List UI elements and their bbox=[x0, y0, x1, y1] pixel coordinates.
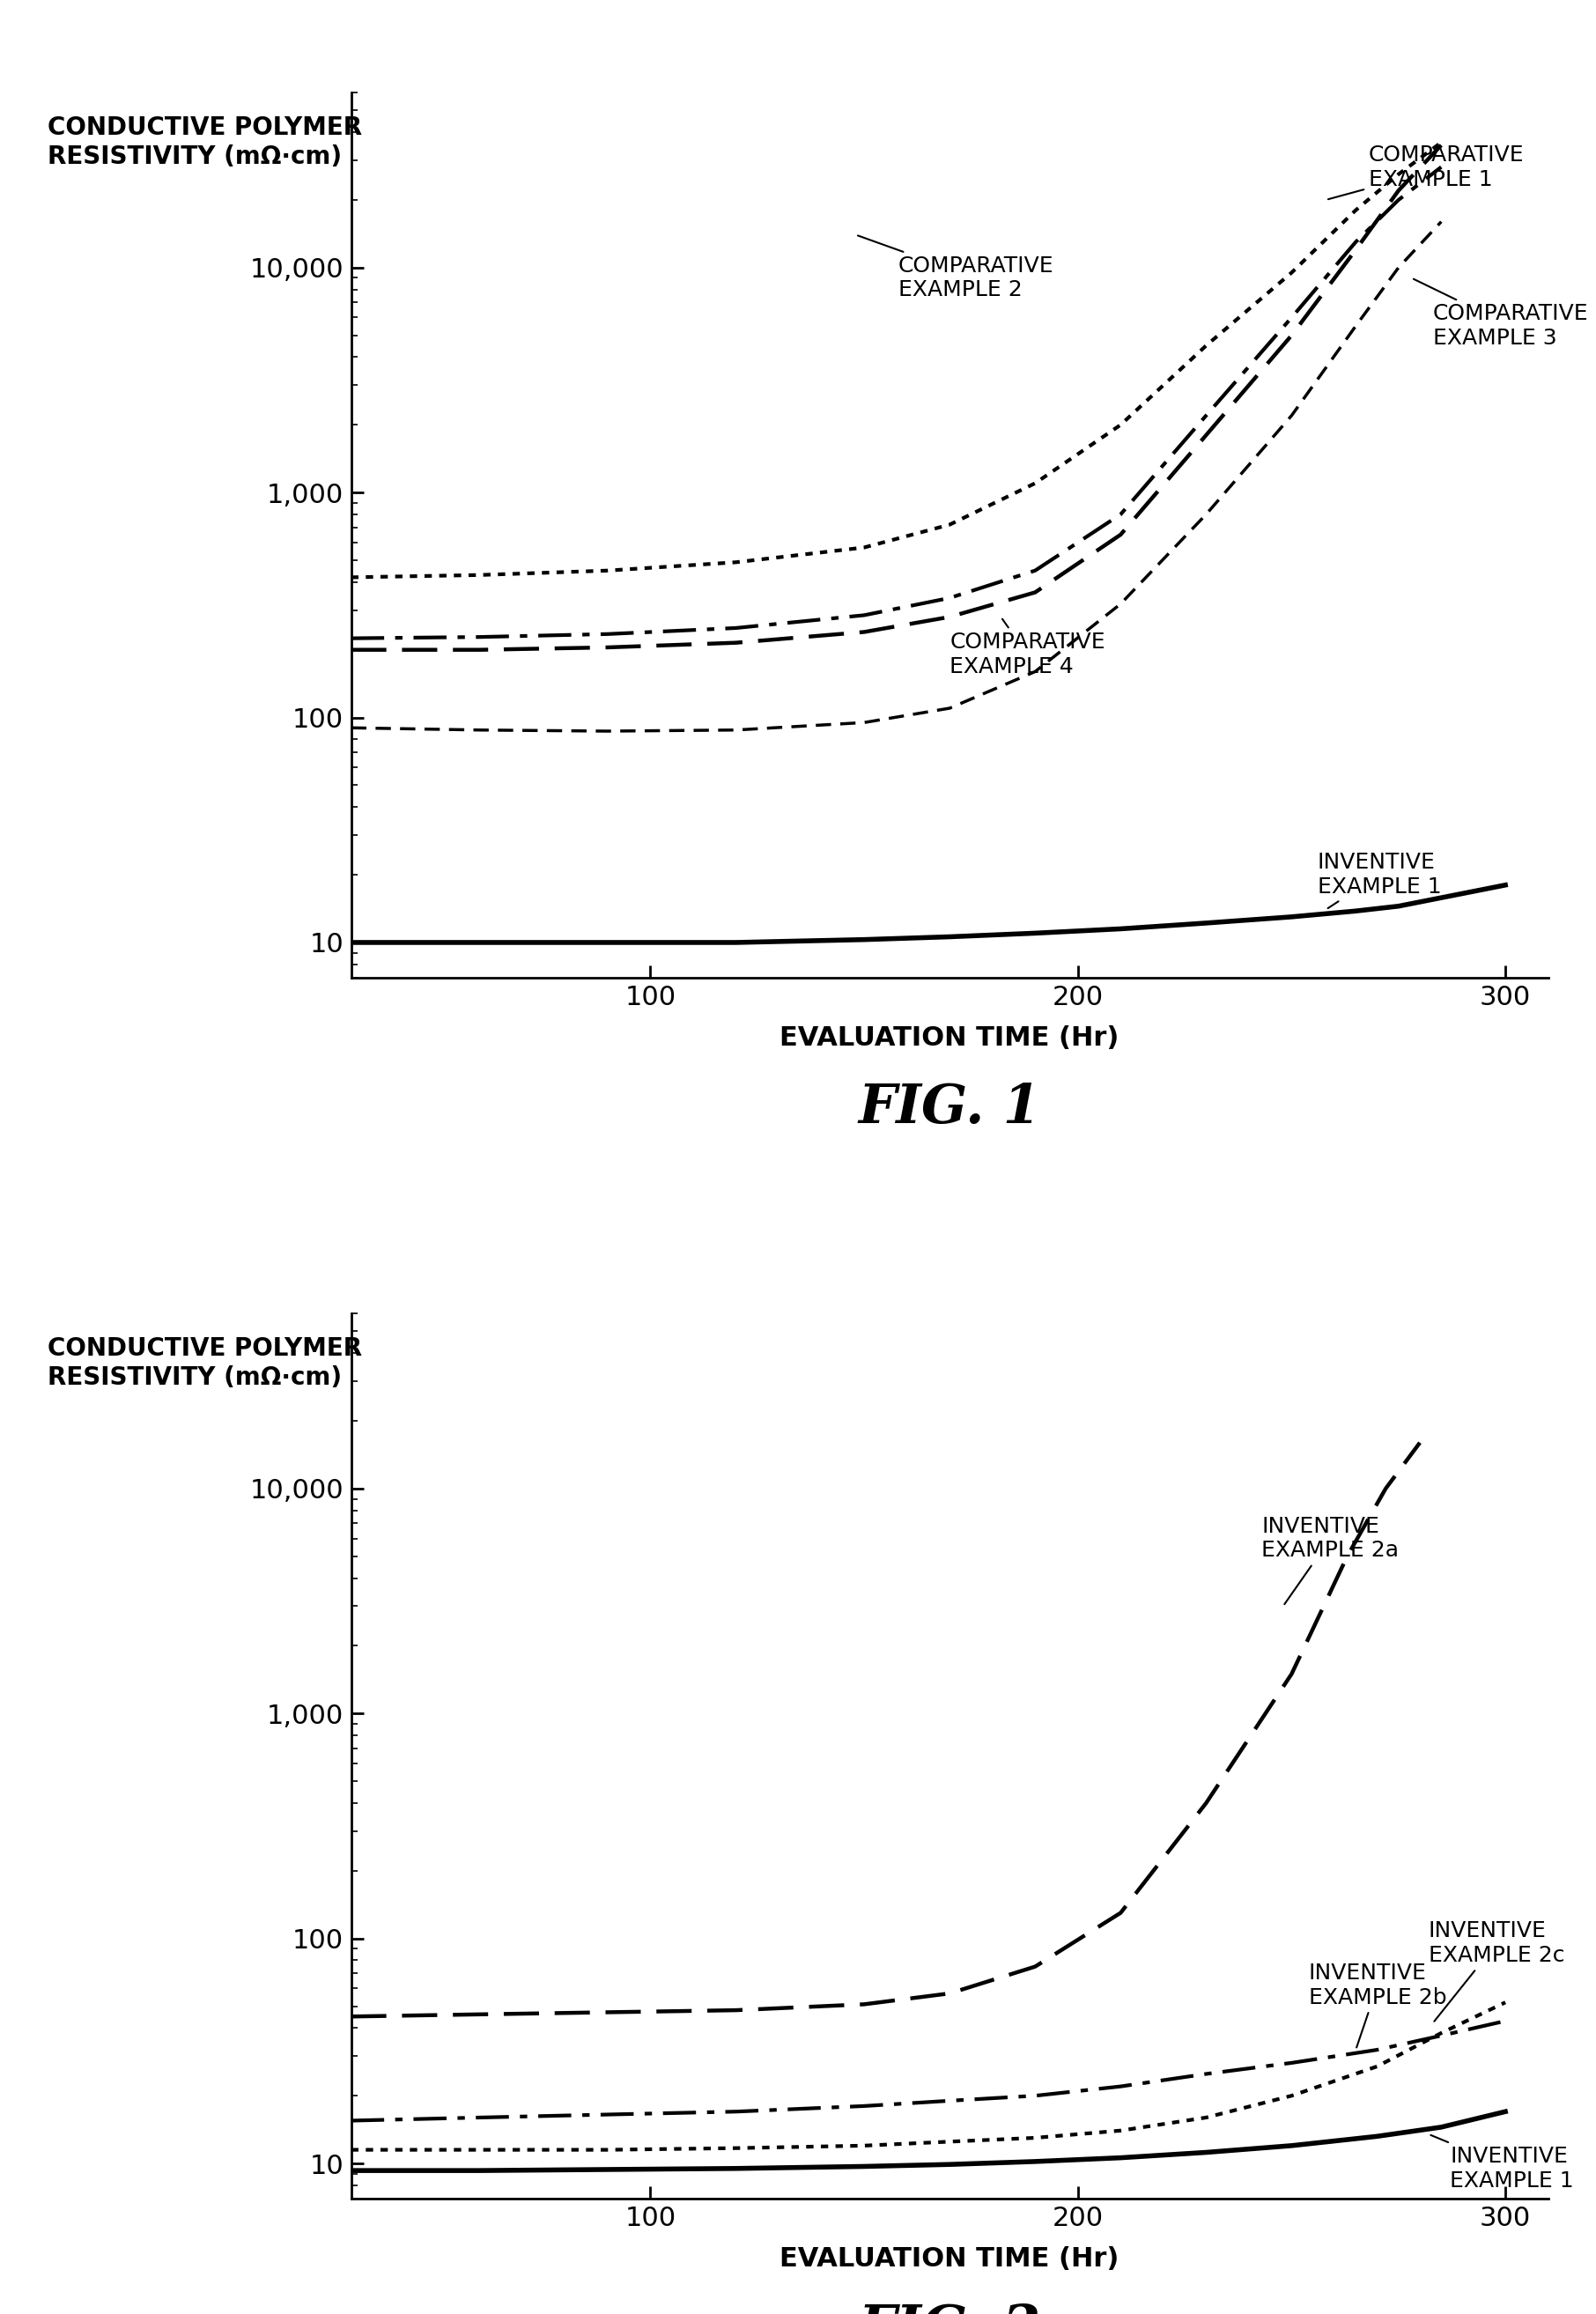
Text: INVENTIVE
EXAMPLE 2a: INVENTIVE EXAMPLE 2a bbox=[1262, 1516, 1400, 1604]
Text: FIG. 2: FIG. 2 bbox=[859, 2302, 1041, 2314]
X-axis label: EVALUATION TIME (Hr): EVALUATION TIME (Hr) bbox=[780, 1025, 1119, 1051]
Text: COMPARATIVE
EXAMPLE 1: COMPARATIVE EXAMPLE 1 bbox=[1328, 143, 1524, 199]
Text: INVENTIVE
EXAMPLE 1: INVENTIVE EXAMPLE 1 bbox=[1430, 2136, 1574, 2191]
Text: INVENTIVE
EXAMPLE 1: INVENTIVE EXAMPLE 1 bbox=[1317, 852, 1441, 909]
Text: CONDUCTIVE POLYMER
RESISTIVITY (mΩ·cm): CONDUCTIVE POLYMER RESISTIVITY (mΩ·cm) bbox=[48, 1337, 362, 1391]
X-axis label: EVALUATION TIME (Hr): EVALUATION TIME (Hr) bbox=[780, 2247, 1119, 2272]
Text: INVENTIVE
EXAMPLE 2b: INVENTIVE EXAMPLE 2b bbox=[1309, 1962, 1446, 2048]
Text: COMPARATIVE
EXAMPLE 2: COMPARATIVE EXAMPLE 2 bbox=[859, 236, 1053, 301]
Text: COMPARATIVE
EXAMPLE 4: COMPARATIVE EXAMPLE 4 bbox=[950, 618, 1104, 678]
Text: COMPARATIVE
EXAMPLE 3: COMPARATIVE EXAMPLE 3 bbox=[1414, 280, 1588, 349]
Text: CONDUCTIVE POLYMER
RESISTIVITY (mΩ·cm): CONDUCTIVE POLYMER RESISTIVITY (mΩ·cm) bbox=[48, 116, 362, 169]
Text: FIG. 1: FIG. 1 bbox=[859, 1081, 1041, 1134]
Text: INVENTIVE
EXAMPLE 2c: INVENTIVE EXAMPLE 2c bbox=[1428, 1921, 1564, 2022]
